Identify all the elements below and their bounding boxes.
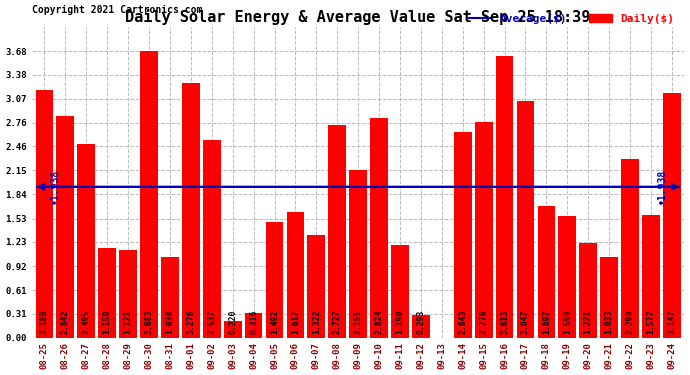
Bar — [621, 159, 639, 338]
Bar — [495, 57, 513, 338]
Bar — [119, 251, 137, 338]
Bar — [224, 321, 241, 338]
Text: 3.180: 3.180 — [40, 309, 49, 334]
Text: 1.697: 1.697 — [542, 309, 551, 334]
Text: 1.121: 1.121 — [124, 309, 132, 334]
Bar — [286, 212, 304, 338]
Text: 2.824: 2.824 — [375, 309, 384, 334]
Text: 1.322: 1.322 — [312, 309, 321, 334]
Bar — [328, 126, 346, 338]
Text: 1.577: 1.577 — [647, 309, 656, 334]
Bar — [77, 144, 95, 338]
Bar — [558, 216, 576, 338]
Bar — [98, 248, 116, 338]
Bar — [266, 222, 284, 338]
Bar — [349, 170, 367, 338]
Text: •1.938: •1.938 — [50, 169, 60, 204]
Bar — [412, 315, 430, 338]
Bar — [600, 257, 618, 338]
Bar — [182, 83, 199, 338]
Bar — [308, 235, 325, 338]
Legend: Average($), Daily($): Average($), Daily($) — [464, 9, 679, 28]
Bar — [580, 243, 597, 338]
Bar — [454, 132, 472, 338]
Bar — [642, 215, 660, 338]
Text: 3.276: 3.276 — [186, 309, 195, 334]
Text: 2.842: 2.842 — [61, 309, 70, 334]
Bar — [371, 118, 388, 338]
Text: 2.727: 2.727 — [333, 309, 342, 334]
Text: 1.559: 1.559 — [563, 309, 572, 334]
Bar — [203, 140, 221, 338]
Text: 1.038: 1.038 — [166, 309, 175, 334]
Text: 1.221: 1.221 — [584, 309, 593, 334]
Text: 2.643: 2.643 — [458, 309, 467, 334]
Text: 3.147: 3.147 — [667, 309, 676, 334]
Text: 0.293: 0.293 — [417, 309, 426, 334]
Bar — [36, 90, 53, 338]
Text: •1.938: •1.938 — [656, 169, 667, 204]
Bar — [391, 245, 409, 338]
Text: 1.033: 1.033 — [604, 309, 613, 334]
Bar — [57, 117, 75, 338]
Bar — [245, 313, 262, 338]
Text: 1.150: 1.150 — [103, 309, 112, 334]
Text: 1.190: 1.190 — [395, 309, 404, 334]
Text: 3.047: 3.047 — [521, 309, 530, 334]
Bar — [517, 100, 534, 338]
Text: 0.316: 0.316 — [249, 309, 258, 334]
Bar — [161, 257, 179, 338]
Bar — [140, 51, 158, 338]
Text: 3.613: 3.613 — [500, 309, 509, 334]
Text: 2.776: 2.776 — [479, 309, 488, 334]
Text: 2.151: 2.151 — [354, 309, 363, 334]
Text: 2.299: 2.299 — [626, 309, 635, 334]
Text: 0.220: 0.220 — [228, 309, 237, 334]
Bar — [538, 206, 555, 338]
Text: 2.537: 2.537 — [207, 309, 216, 334]
Text: Copyright 2021 Cartronics.com: Copyright 2021 Cartronics.com — [32, 4, 202, 15]
Text: 2.495: 2.495 — [82, 309, 91, 334]
Text: 3.683: 3.683 — [144, 309, 154, 334]
Text: 1.617: 1.617 — [291, 309, 300, 334]
Bar — [475, 122, 493, 338]
Bar — [663, 93, 681, 338]
Title: Daily Solar Energy & Average Value Sat Sep 25 18:39: Daily Solar Energy & Average Value Sat S… — [126, 9, 591, 25]
Text: 1.492: 1.492 — [270, 309, 279, 334]
